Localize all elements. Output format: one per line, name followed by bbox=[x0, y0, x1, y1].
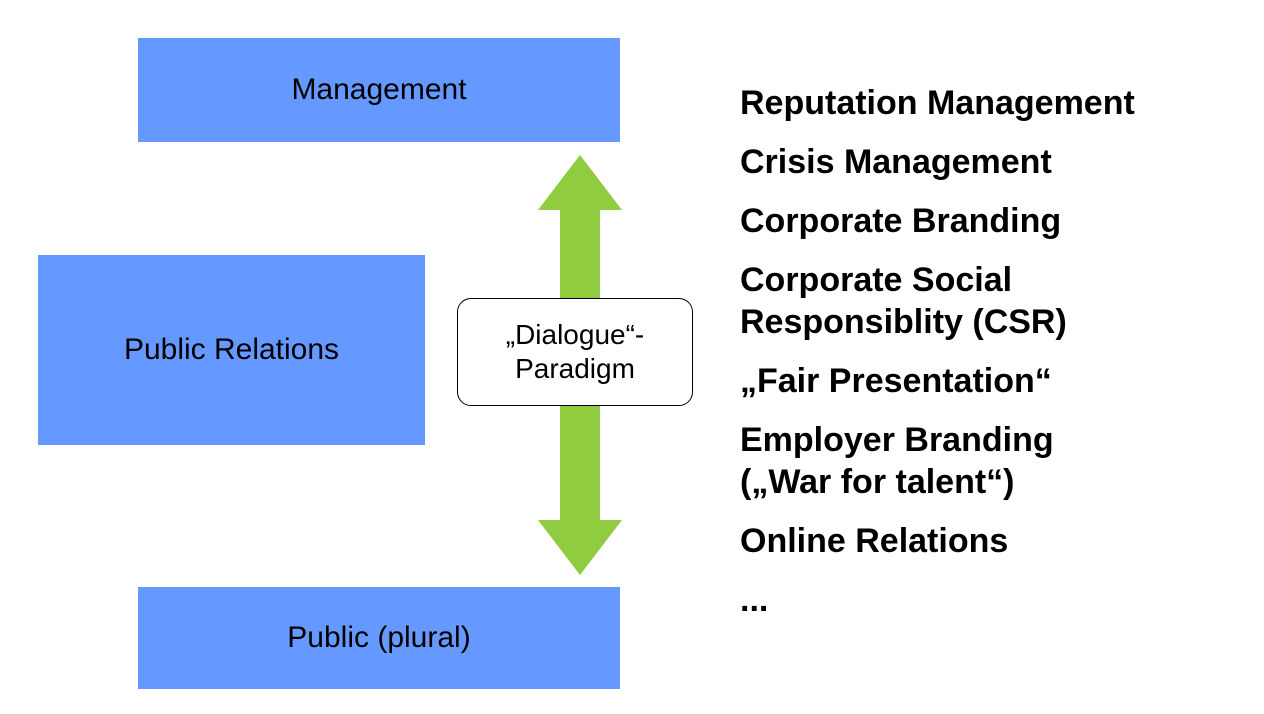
management-label: Management bbox=[291, 73, 467, 106]
public-box: Public (plural) bbox=[138, 587, 620, 689]
topic-line: „Fair Presentation“ bbox=[740, 362, 1052, 400]
topic-line: Crisis Management bbox=[740, 143, 1052, 181]
public-relations-box: Public Relations bbox=[38, 255, 425, 445]
management-box: Management bbox=[138, 38, 620, 142]
topic-line: ... bbox=[740, 581, 769, 619]
topic-line: Reputation Management bbox=[740, 84, 1135, 122]
topic-item: Employer Branding („War for talent“) bbox=[740, 419, 1240, 503]
topic-line: („War for talent“) bbox=[740, 463, 1015, 501]
topic-item: ... bbox=[740, 579, 1240, 621]
public-relations-label: Public Relations bbox=[123, 333, 340, 366]
dialogue-line-1: „Dialogue“- bbox=[505, 319, 645, 350]
topic-item: Corporate Branding bbox=[740, 200, 1240, 242]
public-label: Public (plural) bbox=[287, 621, 471, 654]
topic-item: „Fair Presentation“ bbox=[740, 360, 1240, 402]
topic-line: Corporate Branding bbox=[740, 202, 1062, 240]
topic-item: Corporate Social Responsiblity (CSR) bbox=[740, 259, 1240, 343]
dialogue-paradigm-box: „Dialogue“- Paradigm bbox=[457, 298, 693, 406]
topics-list: Reputation Management Crisis Management … bbox=[740, 82, 1240, 638]
topic-line: Corporate Social bbox=[740, 261, 1013, 299]
topic-line: Online Relations bbox=[740, 522, 1009, 560]
topic-line: Employer Branding bbox=[740, 421, 1054, 459]
topic-item: Reputation Management bbox=[740, 82, 1240, 124]
topic-line: Responsiblity (CSR) bbox=[740, 303, 1067, 341]
topic-item: Online Relations bbox=[740, 520, 1240, 562]
topic-item: Crisis Management bbox=[740, 141, 1240, 183]
dialogue-line-2: Paradigm bbox=[515, 353, 635, 384]
